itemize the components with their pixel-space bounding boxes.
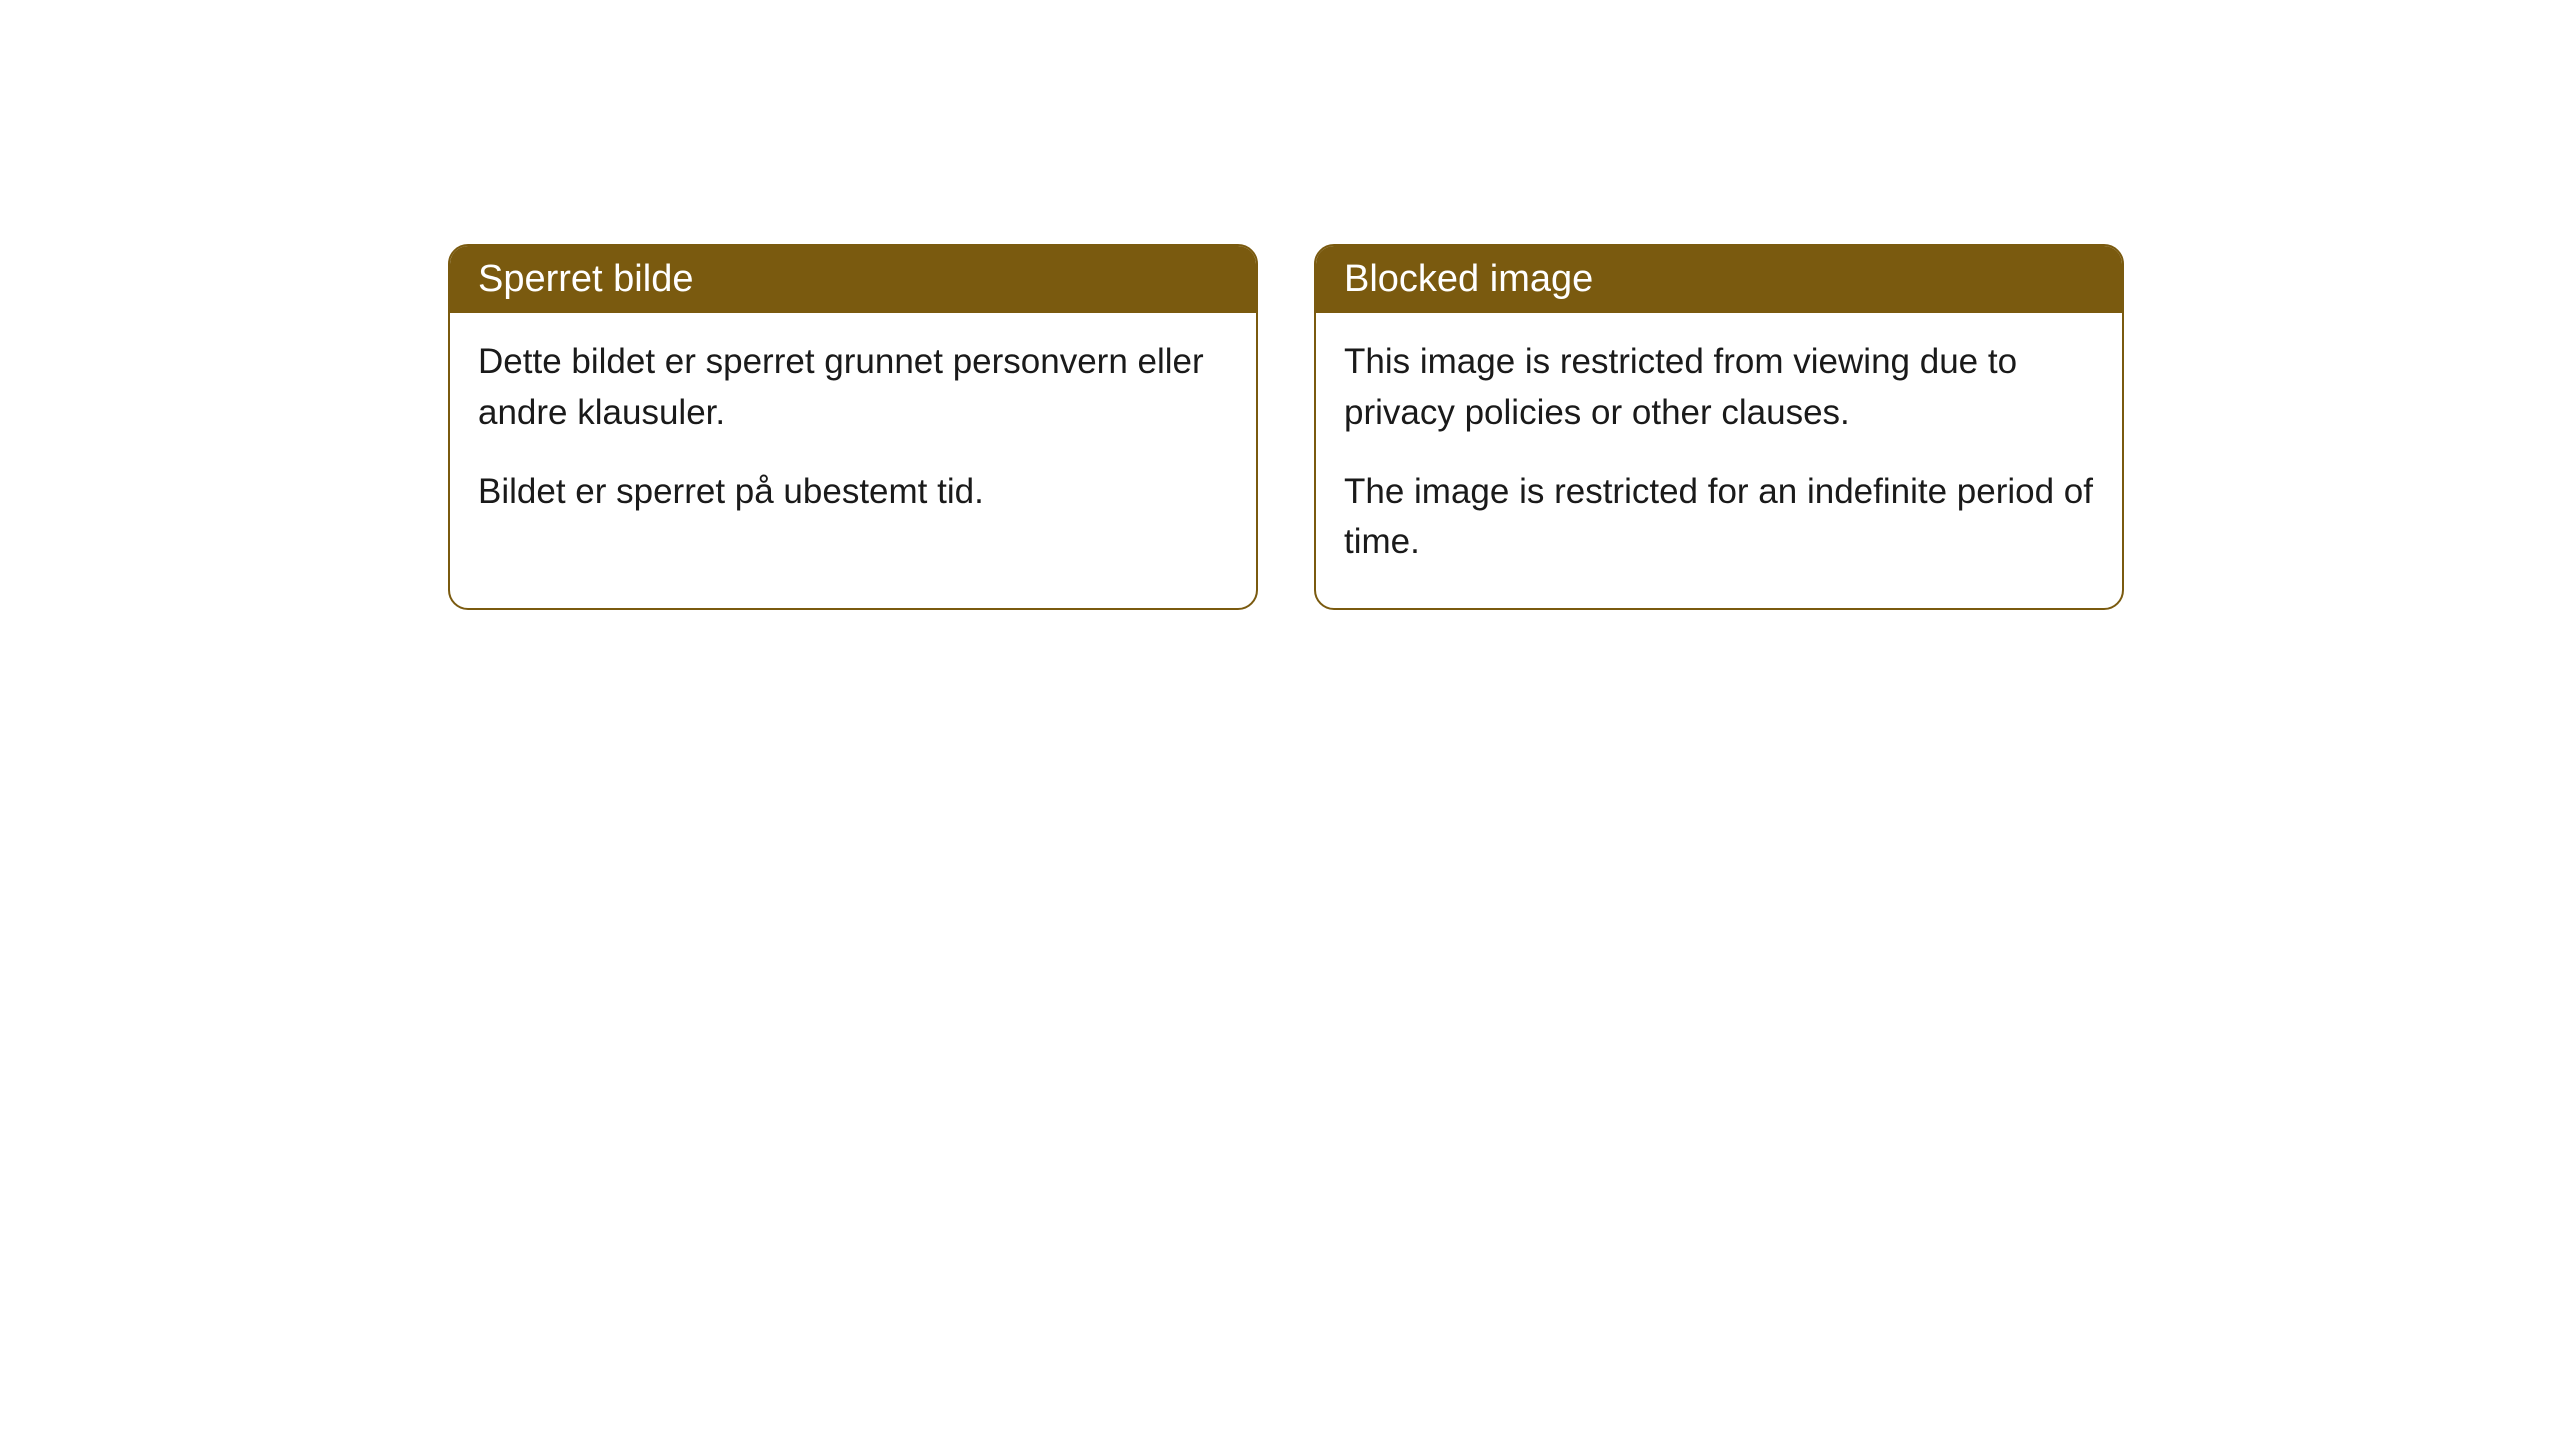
card-title: Blocked image [1344,258,1593,300]
notice-card-norwegian: Sperret bilde Dette bildet er sperret gr… [448,244,1258,610]
card-body-norwegian: Dette bildet er sperret grunnet personve… [450,313,1256,557]
card-paragraph: The image is restricted for an indefinit… [1344,467,2094,569]
card-body-english: This image is restricted from viewing du… [1316,313,2122,608]
card-paragraph: This image is restricted from viewing du… [1344,337,2094,439]
card-title: Sperret bilde [478,258,693,300]
notice-cards-container: Sperret bilde Dette bildet er sperret gr… [448,244,2124,610]
card-header-english: Blocked image [1316,246,2122,313]
card-paragraph: Dette bildet er sperret grunnet personve… [478,337,1228,439]
card-paragraph: Bildet er sperret på ubestemt tid. [478,467,1228,518]
card-header-norwegian: Sperret bilde [450,246,1256,313]
notice-card-english: Blocked image This image is restricted f… [1314,244,2124,610]
